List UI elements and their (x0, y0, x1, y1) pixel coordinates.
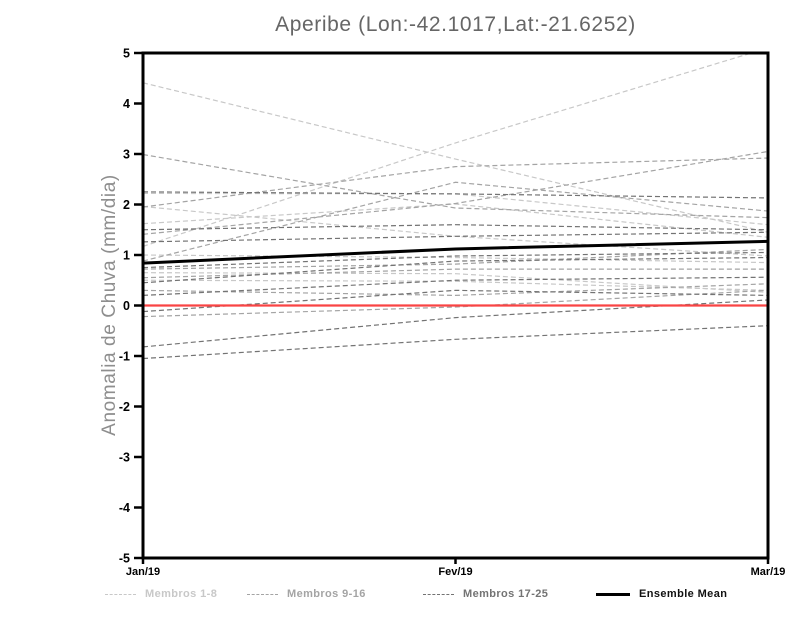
y-tick-label: -3 (119, 451, 130, 465)
y-tick-label: 3 (123, 148, 130, 162)
members-9-16-line-swatch (247, 593, 278, 595)
member-line (143, 276, 768, 296)
legend-label-ensemble-mean: Ensemble Mean (639, 588, 728, 600)
y-tick-label: -1 (119, 350, 130, 364)
series-layer (143, 53, 768, 360)
member-line (143, 289, 768, 318)
member-line (143, 157, 768, 208)
member-line (143, 325, 768, 360)
member-line (143, 231, 768, 243)
legend-label-members-9-16: Membros 9-16 (287, 588, 366, 600)
legend-entry: Membros 17-25 (423, 588, 548, 600)
member-line (143, 256, 768, 284)
member-line (143, 203, 768, 238)
legend-entry: Membros 1-8 (105, 588, 217, 600)
x-tick-label: Fev/19 (438, 566, 472, 578)
members-1-8-line-swatch (105, 593, 136, 595)
member-line (143, 191, 768, 199)
member-line (143, 279, 768, 291)
member-line (143, 254, 768, 264)
ensemble-mean-line (143, 239, 768, 265)
member-line (143, 251, 768, 269)
member-line (143, 181, 768, 262)
y-tick-label: -4 (119, 501, 130, 515)
legend-label-members-1-8: Membros 1-8 (145, 588, 218, 600)
member-line (143, 150, 768, 235)
member-line (143, 248, 768, 270)
chart-title: Aperibe (Lon:-42.1017,Lat:-21.6252) (275, 13, 636, 36)
y-tick-label: 4 (123, 97, 130, 111)
x-tick-label: Mar/19 (751, 566, 786, 578)
member-line (143, 192, 768, 226)
members-17-25-line-swatch (423, 593, 454, 595)
y-tick-label: 0 (123, 299, 130, 313)
member-line (143, 53, 754, 247)
member-line (143, 224, 768, 231)
member-line (143, 289, 768, 313)
y-tick-label: -5 (119, 552, 130, 566)
member-line (143, 153, 768, 219)
member-line (143, 272, 768, 293)
y-tick-label: 5 (123, 47, 130, 61)
y-tick-label: 1 (123, 249, 130, 263)
legend-label-members-17-25: Membros 17-25 (463, 588, 549, 600)
legend-entry: Ensemble Mean (596, 588, 727, 600)
y-tick-label: 2 (123, 198, 130, 212)
x-tick-label: Jan/19 (126, 566, 160, 578)
ensemble-mean-line-swatch (596, 592, 630, 596)
member-line (143, 82, 768, 233)
member-line (143, 268, 768, 279)
legend-entry: Membros 9-16 (247, 588, 366, 600)
y-tick-label: -2 (119, 400, 130, 414)
member-line (143, 283, 768, 297)
